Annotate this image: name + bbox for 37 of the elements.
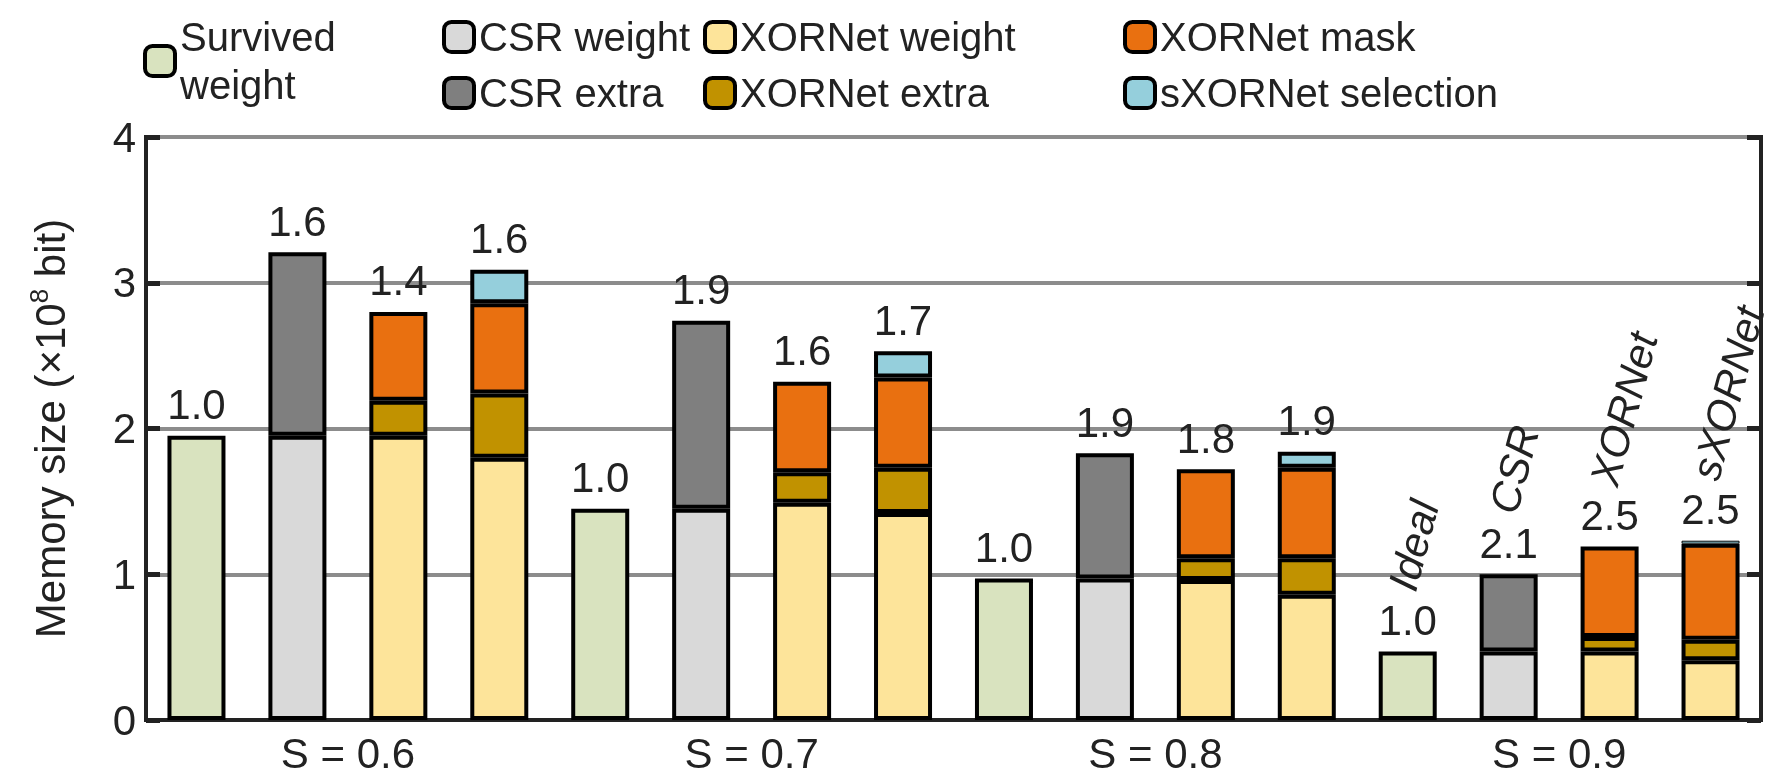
annotation: 1.6	[268, 197, 327, 245]
annotation: 1.0	[167, 381, 226, 429]
legend-label: CSR extra	[479, 71, 665, 115]
annotation: 2.1	[1479, 519, 1538, 567]
annotation: sXORNet	[1681, 299, 1774, 485]
annotation: 1.4	[369, 257, 428, 305]
annotation: 1.0	[1378, 597, 1437, 644]
y-tick-label: 0	[112, 696, 136, 744]
annotation: 1.0	[571, 454, 630, 502]
text: S = 0.9	[1491, 729, 1627, 777]
legend-label: XORNet mask	[1160, 15, 1417, 59]
y-tick-label: 3	[112, 259, 136, 307]
annotation: 1.9	[671, 266, 731, 314]
text: S = 0.6	[280, 729, 416, 777]
legend-label: sXORNet selection	[1160, 71, 1498, 115]
y-tick-label: 2	[112, 405, 136, 452]
y-tick-label: 1	[112, 550, 136, 598]
annotation: CSR	[1479, 420, 1549, 519]
annotation: 1.9	[1277, 397, 1336, 445]
legend-label: XORNet extra	[740, 71, 990, 115]
annotation: 1.6	[470, 215, 529, 263]
annotation: 2.5	[1580, 492, 1639, 540]
legend-label: XORNet weight	[740, 15, 1016, 59]
annotation: 1.9	[1075, 398, 1135, 446]
annotation: 1.8	[1176, 414, 1236, 462]
legend-label: CSR weight	[479, 15, 691, 59]
annotation: XORNet	[1580, 325, 1668, 492]
text: S = 0.7	[684, 729, 819, 777]
y-tick-label: 4	[112, 113, 136, 161]
annotation: 1.6	[772, 327, 832, 375]
y-axis-title: Memory size (×108 bit)	[24, 218, 74, 639]
annotation: 2.5	[1681, 486, 1740, 534]
annotation: 1.0	[974, 524, 1034, 572]
text: S = 0.8	[1088, 729, 1223, 777]
annotation: Ideal	[1379, 493, 1449, 596]
annotation: 1.7	[873, 296, 933, 344]
legend-label: Survived weight	[179, 15, 347, 107]
